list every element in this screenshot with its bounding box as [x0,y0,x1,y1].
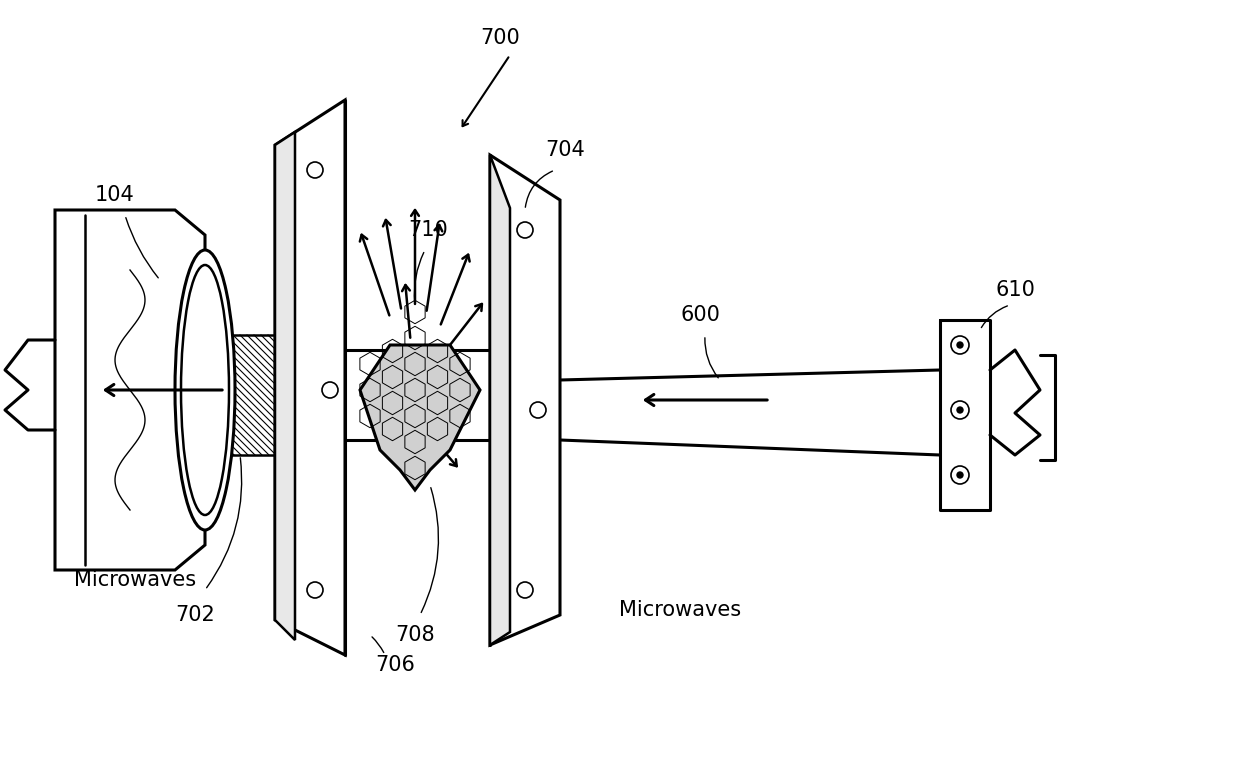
Text: 610: 610 [994,280,1035,300]
Text: 710: 710 [408,220,448,240]
Polygon shape [360,345,480,490]
Text: Microwaves: Microwaves [74,570,196,590]
Polygon shape [490,155,510,645]
Polygon shape [275,100,345,655]
Text: 700: 700 [480,28,520,48]
Polygon shape [490,155,560,645]
Text: 600: 600 [680,305,720,325]
Text: 104: 104 [95,185,135,205]
Text: Microwaves: Microwaves [619,600,742,620]
Text: 706: 706 [374,655,415,675]
Polygon shape [275,132,295,640]
Text: 704: 704 [546,140,585,160]
Circle shape [957,342,963,348]
Polygon shape [55,210,205,570]
Ellipse shape [175,250,236,530]
Circle shape [957,407,963,413]
Circle shape [957,472,963,478]
Text: 702: 702 [175,605,215,625]
Text: 708: 708 [396,625,435,645]
